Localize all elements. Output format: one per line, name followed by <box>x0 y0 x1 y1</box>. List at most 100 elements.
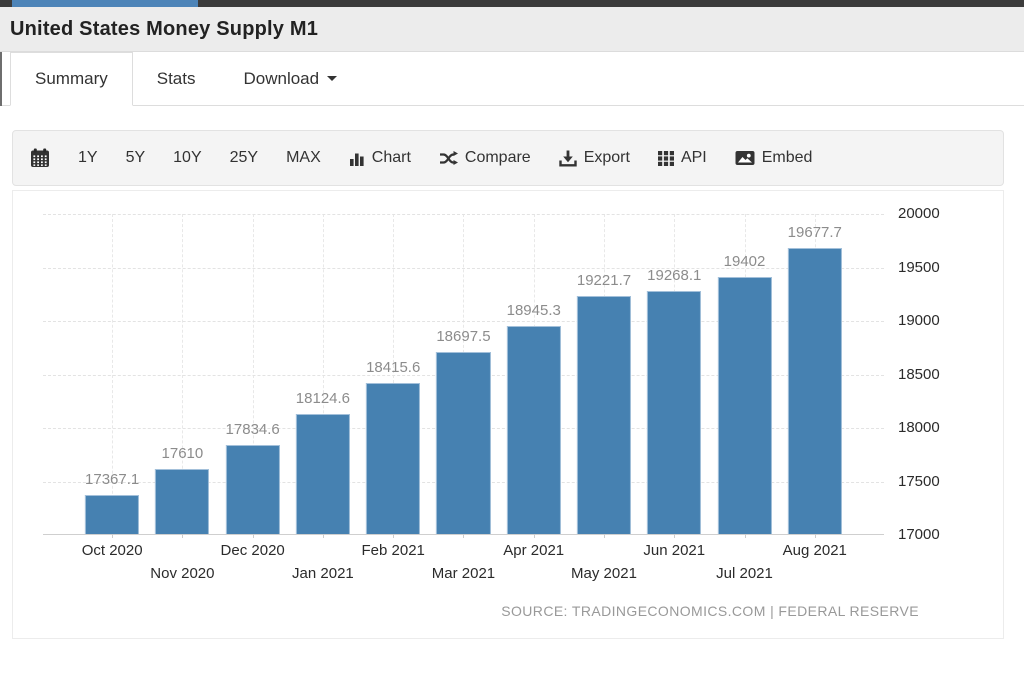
calendar-icon <box>30 148 50 168</box>
plot-area: 17367.1 Oct 2020 17610 Nov 2020 17834.6 Dec 2… <box>43 214 884 582</box>
x-axis-tick-label: Nov 2020 <box>150 565 215 582</box>
bar-feb-2021[interactable] <box>366 382 421 534</box>
page-header: United States Money Supply M1 <box>0 7 1024 52</box>
bar-value-label: 19402 <box>723 253 766 270</box>
bar-value-label: 17367.1 <box>85 470 140 488</box>
range-5y-button[interactable]: 5Y <box>125 149 146 166</box>
chart-column: 18945.3 Apr 2021 <box>499 214 569 559</box>
chart-type-button[interactable]: Chart <box>349 149 411 167</box>
x-axis-tick-label: Mar 2021 <box>431 565 496 582</box>
gridline-vertical <box>322 214 324 534</box>
tab-download[interactable]: Download <box>219 52 361 105</box>
plot-columns: 17367.1 Oct 2020 17610 Nov 2020 17834.6 Dec 2… <box>43 214 884 582</box>
gridline-vertical <box>182 214 184 534</box>
chart-column: 18415.6 Feb 2021 <box>358 214 428 559</box>
range-max-button[interactable]: MAX <box>286 149 321 166</box>
tab-summary[interactable]: Summary <box>10 52 133 106</box>
calendar-button[interactable] <box>30 148 50 168</box>
axis-tick <box>603 534 605 538</box>
gridline-vertical <box>252 214 254 534</box>
chart-column: 18124.6 Jan 2021 <box>288 214 358 582</box>
tab-stats[interactable]: Stats <box>156 68 196 88</box>
axis-tick <box>674 534 676 538</box>
bar-value-label: 17610 <box>161 444 204 462</box>
y-axis-tick-label: 18000 <box>898 419 940 436</box>
y-axis-tick-label: 20000 <box>898 205 940 222</box>
bar-value-label: 17834.6 <box>225 420 280 438</box>
caret-down-icon <box>327 76 338 81</box>
chart-column: 18697.5 Mar 2021 <box>428 214 498 582</box>
y-axis-tick-label: 17000 <box>898 526 940 543</box>
grid-icon <box>657 150 674 166</box>
bar-jun-2021[interactable] <box>647 291 702 534</box>
gridline-horizontal <box>43 267 884 269</box>
bar-mar-2021[interactable] <box>436 352 491 534</box>
axis-tick <box>393 534 395 538</box>
range-1y-button[interactable]: 1Y <box>78 149 98 166</box>
page-title: United States Money Supply M1 <box>10 17 319 40</box>
y-axis-tick-label: 18500 <box>898 365 940 383</box>
bar-apr-2021[interactable] <box>506 325 561 534</box>
axis-tick <box>252 534 254 538</box>
bar-jan-2021[interactable] <box>295 413 350 534</box>
axis-tick <box>322 534 324 538</box>
bar-value-label: 18697.5 <box>436 328 491 346</box>
bar-jul-2021[interactable] <box>717 277 772 534</box>
bar-aug-2021[interactable] <box>787 247 842 534</box>
y-axis-tick-label: 17500 <box>898 472 940 490</box>
gridline-vertical <box>112 214 114 534</box>
progress-segment <box>12 0 198 7</box>
x-axis-tick-label: Jun 2021 <box>643 542 706 559</box>
bar-nov-2020[interactable] <box>155 468 210 534</box>
range-25y-button[interactable]: 25Y <box>229 149 259 166</box>
chart-column: 19402 Jul 2021 <box>709 214 779 582</box>
x-axis-tick-label: Oct 2020 <box>81 542 143 559</box>
gridline-horizontal <box>43 214 884 215</box>
image-icon <box>735 150 755 166</box>
x-axis-tick-label: Aug 2021 <box>782 542 847 559</box>
x-axis-tick-label: Feb 2021 <box>361 542 425 559</box>
chart-column: 17367.1 Oct 2020 <box>77 214 147 559</box>
y-axis-labels: 20000 19500 19000 18500 18000 17500 17000 <box>898 205 988 543</box>
download-icon <box>559 150 577 167</box>
compare-button[interactable]: Compare <box>439 149 531 167</box>
gridline-vertical <box>393 214 395 534</box>
bar-value-label: 19268.1 <box>647 267 702 285</box>
chart-column: 17610 Nov 2020 <box>147 214 217 582</box>
range-10y-button[interactable]: 10Y <box>173 149 202 166</box>
gridline-horizontal <box>43 321 884 322</box>
chart-panel: 17367.1 Oct 2020 17610 Nov 2020 17834.6 Dec 2… <box>12 190 1004 639</box>
bar-chart-icon <box>349 150 365 166</box>
bar-value-label: 19677.7 <box>787 223 842 241</box>
x-axis-tick-label: Jan 2021 <box>292 565 354 582</box>
axis-tick <box>112 534 114 538</box>
embed-button[interactable]: Embed <box>735 149 812 167</box>
x-axis-tick-label: Dec 2020 <box>220 542 285 559</box>
axis-tick <box>814 534 816 538</box>
bar-value-label: 18415.6 <box>366 358 421 376</box>
x-axis-tick-label: Jul 2021 <box>716 565 773 582</box>
shuffle-icon <box>439 150 458 166</box>
bar-oct-2020[interactable] <box>85 494 140 534</box>
axis-tick <box>463 534 465 538</box>
bar-value-label: 18124.6 <box>295 389 351 407</box>
tab-bar: Summary Stats Download <box>0 52 1024 106</box>
bar-value-label: 18945.3 <box>506 301 561 319</box>
bar-may-2021[interactable] <box>576 296 632 534</box>
api-button[interactable]: API <box>657 149 707 167</box>
x-axis-tick-label: May 2021 <box>571 565 637 582</box>
axis-tick <box>533 534 535 538</box>
chart-column: 19677.7 Aug 2021 <box>780 214 850 559</box>
axis-tick <box>744 534 746 538</box>
y-axis-tick-label: 19500 <box>898 258 940 276</box>
bar-value-label: 19221.7 <box>576 272 632 290</box>
bar-dec-2020[interactable] <box>225 444 280 534</box>
top-progress-bar <box>0 0 1024 7</box>
chart-toolbar: 1Y 5Y 10Y 25Y MAX Chart Compare <box>12 130 1004 186</box>
chart-column: 19268.1 Jun 2021 <box>639 214 709 559</box>
export-button[interactable]: Export <box>559 149 630 167</box>
source-attribution: SOURCE: TRADINGECONOMICS.COM | FEDERAL R… <box>501 603 919 619</box>
axis-tick <box>182 534 184 538</box>
chart-column: 19221.7 May 2021 <box>569 214 639 582</box>
chart-column: 17834.6 Dec 2020 <box>218 214 288 559</box>
